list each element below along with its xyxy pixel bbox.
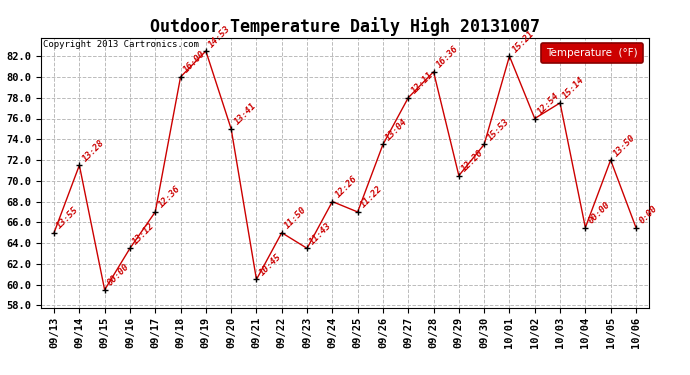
Text: 16:36: 16:36 (435, 44, 460, 70)
Text: 13:41: 13:41 (233, 102, 258, 127)
Text: 14:53: 14:53 (207, 24, 233, 49)
Text: 15:21: 15:21 (511, 29, 536, 54)
Text: 10:45: 10:45 (257, 252, 283, 278)
Text: 13:28: 13:28 (81, 138, 106, 163)
Text: 12:36: 12:36 (157, 184, 182, 210)
Text: 00:00: 00:00 (106, 262, 131, 288)
Title: Outdoor Temperature Daily High 20131007: Outdoor Temperature Daily High 20131007 (150, 17, 540, 36)
Text: 11:43: 11:43 (308, 221, 334, 246)
Text: 13:04: 13:04 (384, 117, 410, 142)
Text: 13:12: 13:12 (131, 221, 157, 246)
Text: 0:00: 0:00 (637, 204, 659, 225)
Text: Copyright 2013 Cartronics.com: Copyright 2013 Cartronics.com (43, 40, 199, 49)
Text: 13:50: 13:50 (612, 133, 638, 158)
Text: 00:00: 00:00 (586, 200, 612, 225)
Legend: Temperature  (°F): Temperature (°F) (542, 43, 643, 63)
Text: 12:26: 12:26 (334, 174, 359, 200)
Text: 15:53: 15:53 (485, 117, 511, 142)
Text: 11:22: 11:22 (359, 184, 384, 210)
Text: 15:14: 15:14 (561, 75, 586, 101)
Text: 12:20: 12:20 (460, 148, 486, 174)
Text: 16:00: 16:00 (182, 50, 207, 75)
Text: 13:55: 13:55 (55, 205, 81, 231)
Text: 11:50: 11:50 (283, 205, 308, 231)
Text: 12:11: 12:11 (410, 70, 435, 96)
Text: 12:54: 12:54 (536, 91, 562, 116)
